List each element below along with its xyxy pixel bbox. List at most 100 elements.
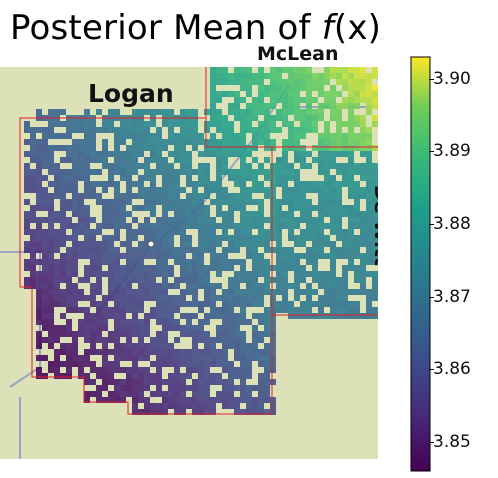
grid-cell xyxy=(288,199,294,205)
grid-cell xyxy=(66,151,72,157)
grid-cell xyxy=(366,199,372,205)
grid-cell xyxy=(210,199,216,205)
grid-cell xyxy=(318,199,324,205)
grid-cell xyxy=(258,97,264,103)
grid-cell xyxy=(360,121,366,127)
grid-cell xyxy=(324,235,330,241)
grid-cell xyxy=(306,217,312,223)
grid-cell xyxy=(198,373,204,379)
grid-cell xyxy=(36,283,42,289)
grid-cell xyxy=(180,271,186,277)
grid-cell xyxy=(228,175,234,181)
grid-cell xyxy=(162,403,168,409)
grid-cell xyxy=(372,277,378,283)
grid-cell xyxy=(210,121,216,127)
grid-cell xyxy=(30,253,36,259)
grid-cell xyxy=(324,295,330,301)
grid-cell xyxy=(90,325,96,331)
grid-cell xyxy=(276,253,282,259)
grid-cell xyxy=(312,73,318,79)
grid-cell xyxy=(348,109,354,115)
grid-cell xyxy=(60,109,66,115)
grid-cell xyxy=(186,265,192,271)
grid-cell xyxy=(168,133,174,139)
grid-cell xyxy=(36,355,42,361)
grid-cell xyxy=(336,181,342,187)
grid-cell xyxy=(246,79,252,85)
grid-cell xyxy=(228,235,234,241)
grid-cell xyxy=(42,205,48,211)
grid-cell xyxy=(138,133,144,139)
grid-cell xyxy=(30,211,36,217)
grid-cell xyxy=(204,373,210,379)
grid-cell xyxy=(252,337,258,343)
grid-cell xyxy=(186,151,192,157)
grid-cell xyxy=(258,373,264,379)
grid-cell xyxy=(342,181,348,187)
grid-cell xyxy=(198,307,204,313)
grid-cell xyxy=(204,367,210,373)
grid-cell xyxy=(198,139,204,145)
grid-cell xyxy=(372,121,378,127)
grid-cell xyxy=(108,277,114,283)
grid-cell xyxy=(330,115,336,121)
grid-cell xyxy=(96,127,102,133)
grid-cell xyxy=(72,157,78,163)
grid-cell xyxy=(126,283,132,289)
grid-cell xyxy=(186,163,192,169)
grid-cell xyxy=(222,403,228,409)
grid-cell xyxy=(348,115,354,121)
grid-cell xyxy=(270,277,276,283)
grid-cell xyxy=(24,151,30,157)
grid-cell xyxy=(114,217,120,223)
grid-cell xyxy=(318,301,324,307)
grid-cell xyxy=(246,199,252,205)
grid-cell xyxy=(252,385,258,391)
grid-cell xyxy=(330,307,336,313)
grid-cell xyxy=(48,127,54,133)
grid-cell xyxy=(162,157,168,163)
grid-cell xyxy=(132,343,138,349)
grid-cell xyxy=(330,295,336,301)
grid-cell xyxy=(192,379,198,385)
grid-cell xyxy=(264,139,270,145)
grid-cell xyxy=(42,145,48,151)
grid-cell xyxy=(294,79,300,85)
grid-cell xyxy=(126,199,132,205)
grid-cell xyxy=(156,403,162,409)
grid-cell xyxy=(276,169,282,175)
grid-cell xyxy=(24,265,30,271)
grid-cell xyxy=(156,193,162,199)
grid-cell xyxy=(120,283,126,289)
grid-cell xyxy=(372,181,378,187)
grid-cell xyxy=(36,289,42,295)
grid-cell xyxy=(210,181,216,187)
grid-cell xyxy=(66,277,72,283)
grid-cell xyxy=(324,127,330,133)
grid-cell xyxy=(288,73,294,79)
grid-cell xyxy=(30,133,36,139)
grid-cell xyxy=(306,205,312,211)
grid-cell xyxy=(276,175,282,181)
grid-cell xyxy=(336,73,342,79)
grid-cell xyxy=(204,289,210,295)
grid-cell xyxy=(312,253,318,259)
grid-cell xyxy=(180,241,186,247)
grid-cell xyxy=(72,223,78,229)
grid-cell xyxy=(366,181,372,187)
grid-cell xyxy=(324,211,330,217)
grid-cell xyxy=(324,271,330,277)
grid-cell xyxy=(96,277,102,283)
grid-cell xyxy=(354,115,360,121)
grid-cell xyxy=(174,139,180,145)
grid-cell xyxy=(156,289,162,295)
grid-cell xyxy=(324,175,330,181)
grid-cell xyxy=(96,397,102,403)
grid-cell xyxy=(222,355,228,361)
grid-cell xyxy=(366,247,372,253)
grid-cell xyxy=(282,289,288,295)
grid-cell xyxy=(372,193,378,199)
grid-cell xyxy=(84,127,90,133)
grid-cell xyxy=(180,289,186,295)
grid-cell xyxy=(114,325,120,331)
